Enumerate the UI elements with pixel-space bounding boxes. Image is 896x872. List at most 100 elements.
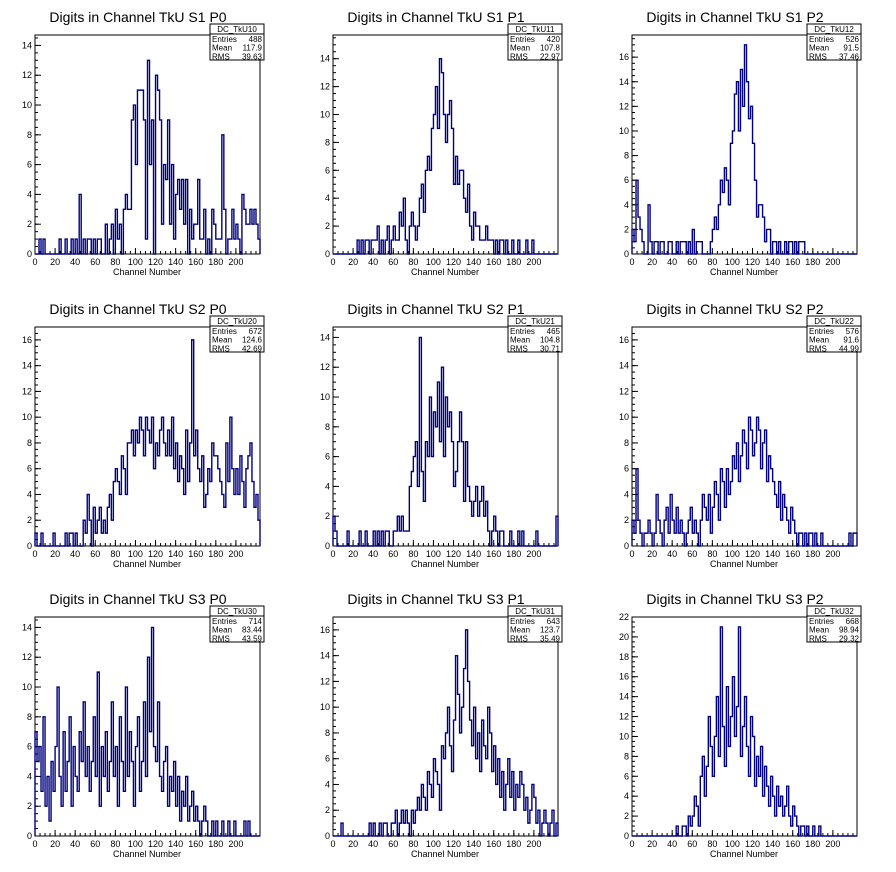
y-tick-label: 14 [619, 361, 629, 371]
stats-name: DC_TkU30 [217, 607, 257, 616]
stats-rms-label: RMS [809, 634, 827, 643]
histogram-panel: Digits in Channel TkU S2 P0 0 2 4 6 8 10 12 14 16… [22, 301, 265, 569]
y-tick-label: 16 [320, 625, 330, 635]
x-tick-label: 120 [446, 257, 461, 267]
x-tick-label: 60 [90, 839, 100, 849]
x-tick-label: 100 [725, 839, 740, 849]
x-tick-label: 0 [330, 839, 335, 849]
x-tick-label: 140 [765, 257, 780, 267]
stats-mean-value: 123.7 [540, 626, 561, 635]
x-tick-label: 120 [446, 549, 461, 559]
x-tick-label: 40 [368, 257, 378, 267]
stats-box [806, 315, 862, 353]
y-tick-label: 0 [325, 249, 330, 259]
histogram-series-line [34, 626, 260, 837]
histogram-panel: Digits in Channel TkU S2 P2 0 2 4 6 8 10 12 14 16… [619, 301, 862, 569]
x-tick-label: 100 [128, 257, 143, 267]
y-tick-label: 2 [27, 219, 32, 229]
y-tick-label: 10 [619, 412, 629, 422]
x-tick-label: 60 [388, 839, 398, 849]
x-tick-label: 140 [466, 257, 481, 267]
y-tick-label: 0 [27, 249, 32, 259]
stats-name: DC_TkU22 [814, 317, 854, 326]
x-tick-label: 200 [228, 549, 243, 559]
stats-mean-value: 98.94 [839, 626, 860, 635]
x-tick-label: 80 [110, 839, 120, 849]
y-tick-label: 12 [320, 82, 330, 92]
x-tick-label: 80 [707, 549, 717, 559]
y-tick-label: 16 [619, 672, 629, 682]
x-tick-label: 80 [408, 257, 418, 267]
x-axis-title: Channel Number [113, 267, 181, 277]
y-tick-label: 4 [325, 193, 330, 203]
y-tick-label: 12 [22, 70, 32, 80]
histogram-series-line [333, 629, 559, 837]
x-tick-label: 180 [805, 839, 820, 849]
y-tick-label: 10 [22, 100, 32, 110]
stats-entries-label: Entries [510, 327, 535, 336]
y-tick-label: 6 [27, 464, 32, 474]
stats-mean-value: 91.5 [843, 44, 859, 53]
stats-rms-label: RMS [212, 344, 230, 353]
stats-entries-label: Entries [809, 617, 834, 626]
y-tick-label: 6 [325, 754, 330, 764]
x-tick-label: 100 [426, 257, 441, 267]
x-tick-label: 200 [228, 839, 243, 849]
y-tick-label: 2 [27, 801, 32, 811]
y-tick-label: 12 [320, 676, 330, 686]
y-tick-label: 10 [320, 702, 330, 712]
y-tick-label: 8 [325, 422, 330, 432]
y-tick-label: 12 [22, 386, 32, 396]
y-tick-label: 8 [624, 751, 629, 761]
x-tick-label: 100 [725, 549, 740, 559]
x-tick-label: 20 [348, 549, 358, 559]
y-tick-label: 4 [325, 779, 330, 789]
y-tick-label: 12 [619, 386, 629, 396]
y-tick-label: 4 [325, 481, 330, 491]
histogram-panel: Digits in Channel TkU S3 P2 0 2 4 6 8 10 12 14 16… [619, 591, 862, 859]
plot-frame [34, 34, 261, 255]
x-tick-label: 120 [745, 549, 760, 559]
x-tick-label: 40 [70, 549, 80, 559]
y-tick-label: 2 [325, 805, 330, 815]
y-tick-label: 4 [27, 771, 32, 781]
x-tick-label: 20 [348, 839, 358, 849]
y-tick-label: 6 [325, 452, 330, 462]
x-tick-label: 200 [526, 257, 541, 267]
histogram-title: Digits in Channel TkU S2 P1 [347, 301, 524, 317]
x-tick-label: 0 [330, 257, 335, 267]
x-tick-label: 140 [765, 549, 780, 559]
stats-box [209, 315, 265, 353]
stats-name: DC_TkU31 [515, 607, 555, 616]
stats-box [507, 605, 563, 643]
stats-rms-label: RMS [809, 52, 827, 61]
x-tick-label: 40 [368, 839, 378, 849]
stats-mean-value: 107.8 [540, 44, 561, 53]
histogram-title: Digits in Channel TkU S1 P2 [646, 9, 823, 25]
y-tick-label: 8 [325, 728, 330, 738]
stats-box [806, 23, 862, 61]
x-axis-title: Channel Number [411, 267, 479, 277]
x-tick-label: 160 [785, 549, 800, 559]
stats-rms-label: RMS [510, 344, 528, 353]
stats-box [507, 315, 563, 353]
y-tick-label: 2 [624, 811, 629, 821]
x-tick-label: 0 [32, 839, 37, 849]
plot-frame [332, 34, 559, 255]
x-tick-label: 40 [667, 257, 677, 267]
plot-frame [34, 616, 261, 837]
y-tick-label: 8 [325, 137, 330, 147]
x-tick-label: 120 [745, 839, 760, 849]
x-tick-label: 60 [90, 257, 100, 267]
x-tick-label: 140 [466, 839, 481, 849]
stats-mean-label: Mean [510, 626, 530, 635]
x-axis-title: Channel Number [113, 849, 181, 859]
x-tick-label: 40 [70, 839, 80, 849]
y-tick-label: 4 [27, 489, 32, 499]
stats-box [507, 23, 563, 61]
stats-name: DC_TkU11 [516, 25, 556, 34]
y-tick-label: 8 [27, 438, 32, 448]
x-tick-label: 80 [408, 549, 418, 559]
x-tick-label: 160 [785, 839, 800, 849]
stats-mean-label: Mean [809, 336, 829, 345]
